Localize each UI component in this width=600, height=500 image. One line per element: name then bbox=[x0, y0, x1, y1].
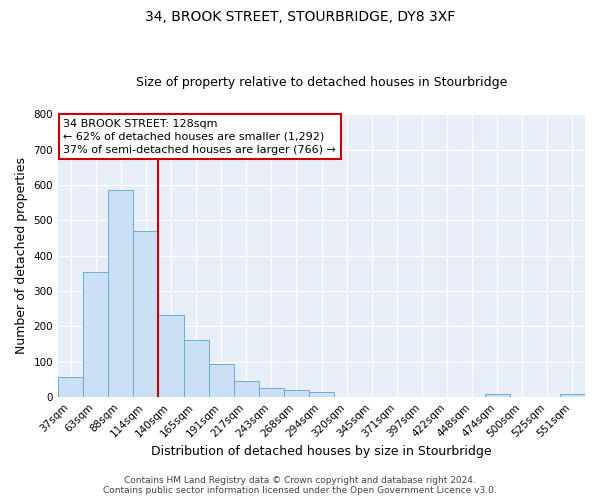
Text: 34 BROOK STREET: 128sqm
← 62% of detached houses are smaller (1,292)
37% of semi: 34 BROOK STREET: 128sqm ← 62% of detache… bbox=[64, 118, 336, 155]
Bar bbox=[485, 394, 510, 397]
Bar bbox=[58, 377, 83, 397]
Bar bbox=[133, 231, 158, 397]
Bar bbox=[184, 340, 209, 397]
Bar bbox=[284, 390, 309, 397]
X-axis label: Distribution of detached houses by size in Stourbridge: Distribution of detached houses by size … bbox=[151, 444, 492, 458]
Bar bbox=[83, 272, 108, 397]
Bar bbox=[560, 394, 585, 397]
Y-axis label: Number of detached properties: Number of detached properties bbox=[15, 158, 28, 354]
Bar bbox=[233, 380, 259, 397]
Text: 34, BROOK STREET, STOURBRIDGE, DY8 3XF: 34, BROOK STREET, STOURBRIDGE, DY8 3XF bbox=[145, 10, 455, 24]
Bar bbox=[209, 364, 233, 397]
Text: Contains HM Land Registry data © Crown copyright and database right 2024.
Contai: Contains HM Land Registry data © Crown c… bbox=[103, 476, 497, 495]
Bar bbox=[158, 315, 184, 397]
Bar bbox=[309, 392, 334, 397]
Bar bbox=[108, 190, 133, 397]
Bar bbox=[259, 388, 284, 397]
Title: Size of property relative to detached houses in Stourbridge: Size of property relative to detached ho… bbox=[136, 76, 507, 90]
